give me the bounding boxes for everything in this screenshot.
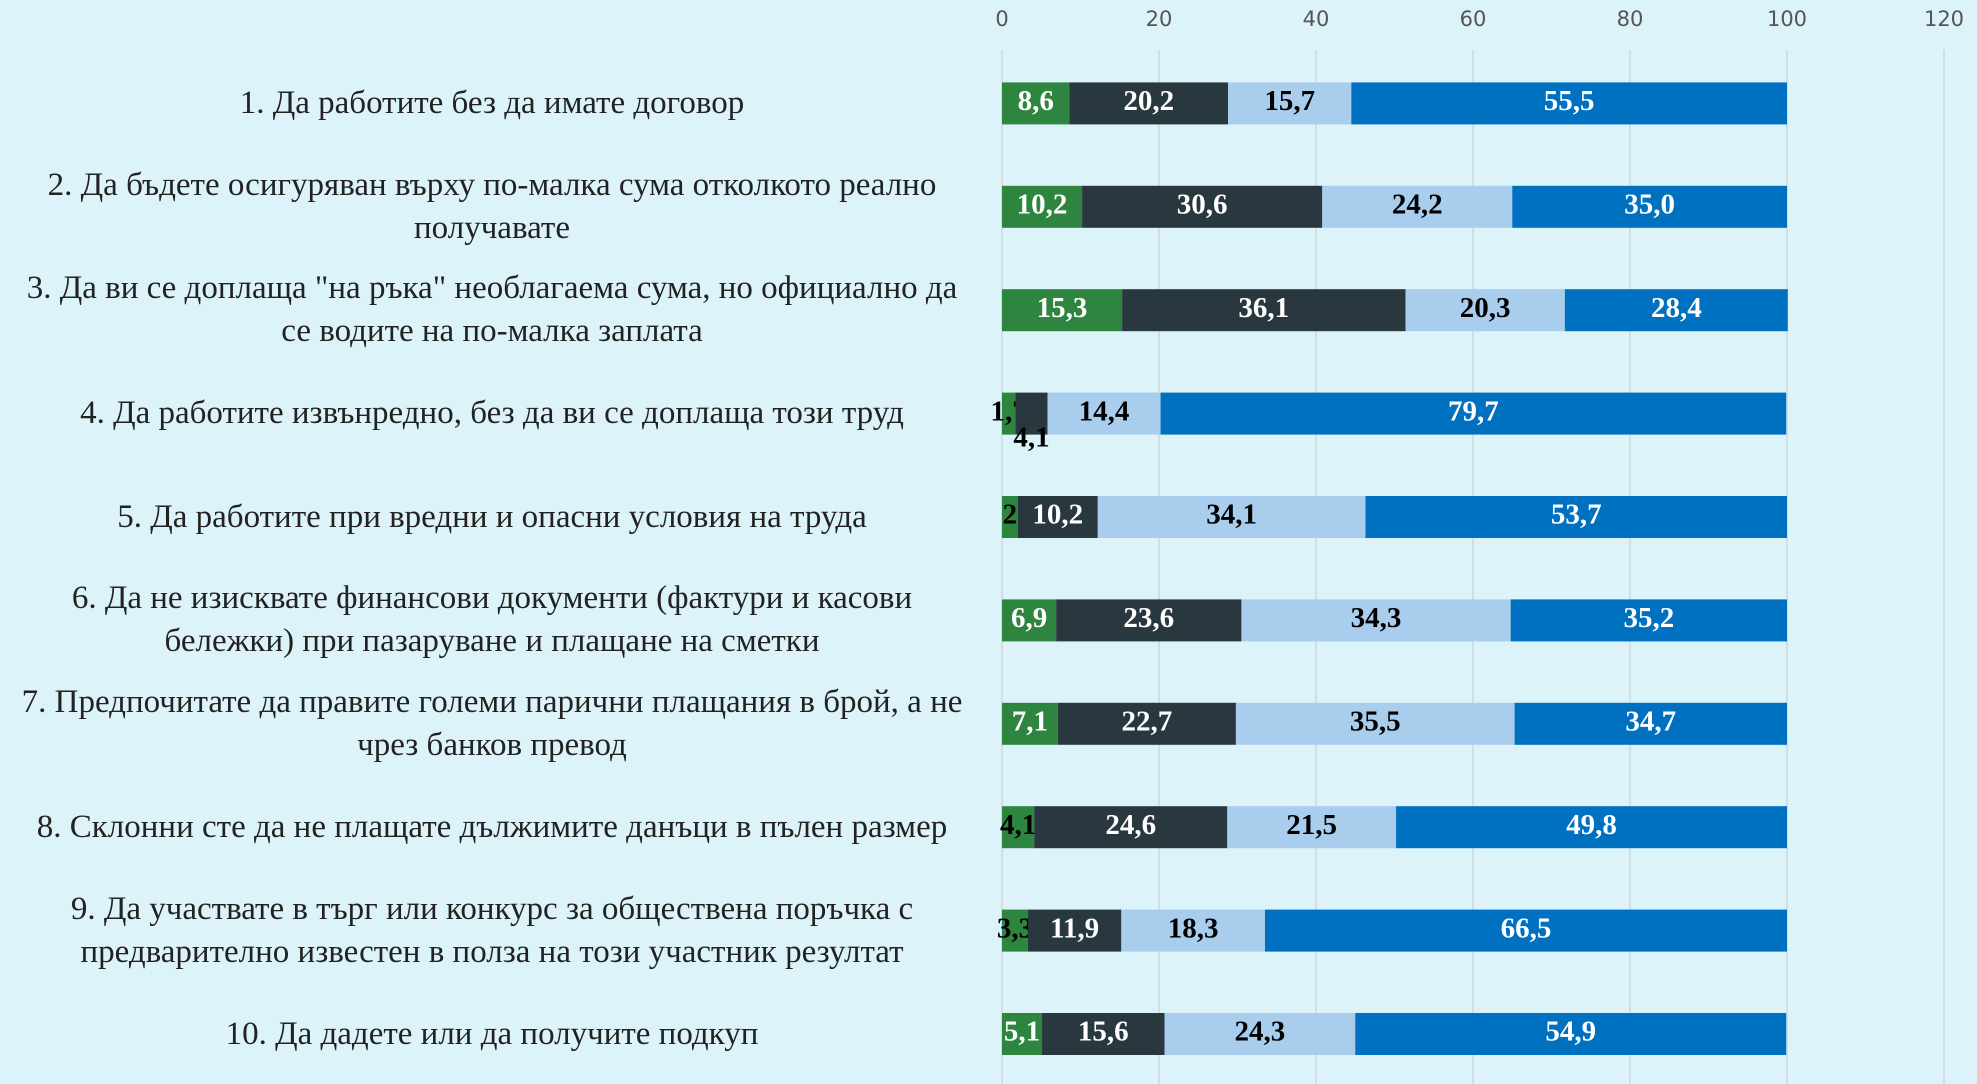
category-label: 4. Да работите извънредно, без да ви се … [80, 395, 904, 432]
bar-segment [1510, 599, 1787, 642]
value-label: 24,3 [1234, 1016, 1285, 1048]
bar-segment [1241, 599, 1511, 642]
bar-segment [1164, 1013, 1356, 1055]
value-label: 23,6 [1123, 602, 1174, 634]
value-label: 8,6 [1018, 85, 1054, 117]
bar-segment [1002, 599, 1057, 642]
bar-segment [1017, 496, 1098, 538]
value-label: 21,5 [1286, 809, 1337, 841]
bar-segment [1514, 702, 1787, 745]
value-label: 35,2 [1623, 602, 1674, 634]
value-label: 10,2 [1032, 499, 1083, 531]
bar-segment [1002, 392, 1016, 435]
x-tick-label: 100 [1767, 7, 1807, 31]
bar-segment [1002, 1013, 1043, 1055]
bar-segment [1097, 496, 1366, 538]
value-label: 54,9 [1545, 1016, 1596, 1048]
x-tick-label: 20 [1146, 7, 1173, 31]
value-label: 18,3 [1168, 912, 1219, 944]
bar-segment [1235, 702, 1515, 745]
value-label: 28,4 [1651, 292, 1702, 324]
category-label: 2. Да бъдете осигуряван върху по-малка с… [47, 166, 937, 246]
value-label: 5,1 [1004, 1016, 1040, 1048]
category-label: 1. Да работите без да имате договор [239, 84, 745, 121]
bar-segment [1027, 909, 1122, 952]
bar-segment [1047, 392, 1161, 435]
value-label: 10,2 [1017, 188, 1068, 220]
value-label: 7,1 [1012, 705, 1048, 737]
bar-segment [1082, 185, 1323, 228]
bar-segment [1512, 185, 1787, 228]
bar-segment [1015, 392, 1048, 435]
value-label: 66,5 [1501, 912, 1552, 944]
category-label: 9. Да участвате в търг или конкурс за об… [70, 890, 914, 970]
category-label: 7. Предпочитате да правите големи паричн… [21, 683, 963, 763]
bar-segment [1002, 289, 1123, 332]
bar-segment [1002, 185, 1083, 228]
bar-segment [1405, 289, 1565, 332]
bar-segment [1057, 702, 1236, 745]
bar-segment [1069, 82, 1229, 125]
x-tick-label: 40 [1303, 7, 1330, 31]
value-label: 11,9 [1050, 912, 1099, 944]
bar-segment [1564, 289, 1788, 332]
value-label: 24,6 [1105, 809, 1156, 841]
bar-segment [1365, 496, 1787, 538]
value-label: 34,3 [1351, 602, 1402, 634]
category-label: 10. Да дадете или да получите подкуп [225, 1015, 759, 1052]
value-label: 2 [1003, 499, 1018, 531]
value-label: 20,2 [1123, 85, 1174, 117]
value-label: 79,7 [1448, 395, 1499, 427]
category-label: 5. Да работите при вредни и опасни услов… [117, 498, 867, 535]
value-label: 35,5 [1350, 705, 1401, 737]
bar-segment [1351, 82, 1787, 125]
value-label: 24,2 [1392, 188, 1443, 220]
bar-segment [1002, 909, 1028, 952]
value-label: 30,6 [1177, 188, 1228, 220]
value-label: 3,3 [997, 912, 1033, 944]
x-tick-label: 0 [995, 7, 1008, 31]
value-label: 6,9 [1011, 602, 1047, 634]
value-label: 15,3 [1037, 292, 1088, 324]
bar-segment [1034, 806, 1228, 849]
bar-segment [1355, 1013, 1787, 1055]
bar-segment [1264, 909, 1787, 952]
value-label: 15,7 [1264, 85, 1315, 117]
value-label: 49,8 [1566, 809, 1617, 841]
bar-segment [1322, 185, 1513, 228]
value-label: 34,7 [1625, 705, 1676, 737]
category-label: 8. Склонни сте да не плащате дължимите д… [36, 808, 948, 845]
value-label: 36,1 [1238, 292, 1289, 324]
category-label: 6. Да не изисквате финансови документи (… [71, 580, 913, 660]
bar-segment [1042, 1013, 1165, 1055]
bar-segment [1122, 289, 1406, 332]
x-tick-label: 120 [1924, 7, 1964, 31]
bar-segment [1227, 806, 1397, 849]
value-label: 14,4 [1079, 395, 1130, 427]
bar-segment [1002, 82, 1070, 125]
bar-segment [1160, 392, 1787, 435]
value-label: 22,7 [1121, 705, 1172, 737]
value-label: 4,1 [1000, 809, 1036, 841]
bar-segment [1002, 702, 1058, 745]
value-label: 35,0 [1624, 188, 1675, 220]
bar-segment [1228, 82, 1352, 125]
bar-segment [1002, 806, 1035, 849]
value-label: 15,6 [1078, 1016, 1129, 1048]
value-label: 53,7 [1551, 499, 1602, 531]
value-label: 20,3 [1460, 292, 1511, 324]
bar-segment [1396, 806, 1787, 849]
bar-segment [1121, 909, 1265, 952]
category-label: 3. Да ви се доплаща "на ръка" необлагаем… [26, 270, 958, 350]
value-label: 34,1 [1206, 499, 1257, 531]
value-label: 4,1 [1013, 421, 1049, 453]
bar-segment [1002, 496, 1018, 538]
bar-segment [1056, 599, 1242, 642]
x-tick-label: 80 [1617, 7, 1644, 31]
value-label: 55,5 [1544, 85, 1595, 117]
x-tick-label: 60 [1460, 7, 1487, 31]
